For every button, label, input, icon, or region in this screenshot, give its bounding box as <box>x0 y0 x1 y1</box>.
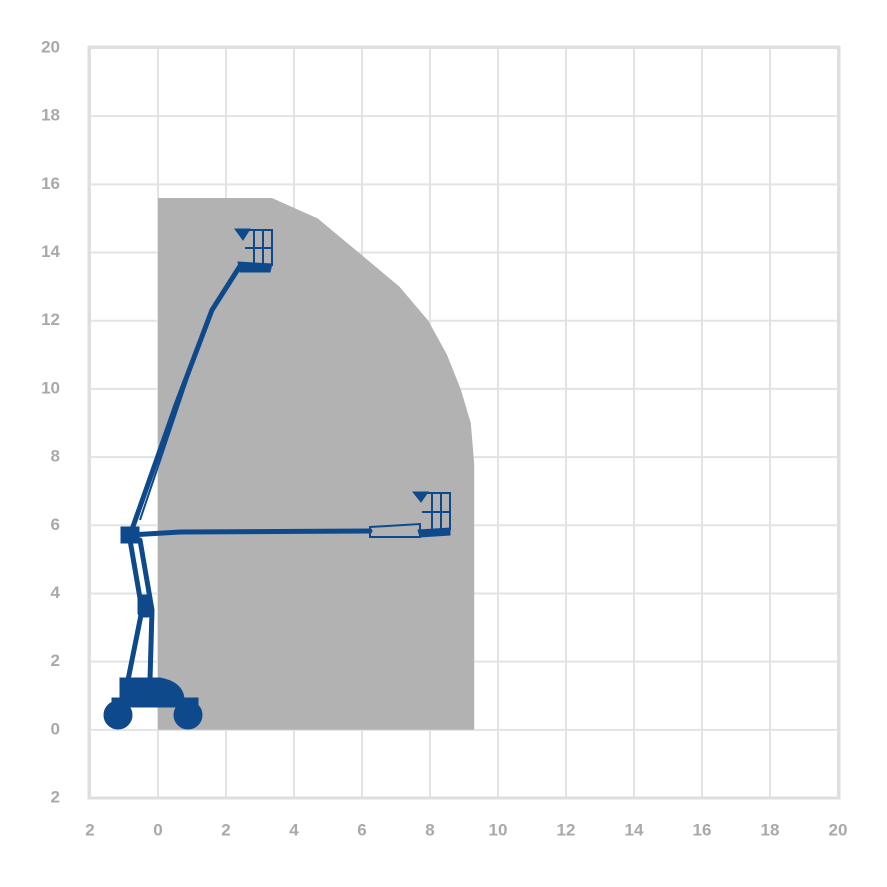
x-tick-label: 10 <box>489 820 508 839</box>
y-tick-label: 14 <box>41 242 60 261</box>
y-tick-label: 20 <box>41 37 60 56</box>
x-tick-label: 6 <box>357 820 366 839</box>
y-tick-label: 12 <box>41 310 60 329</box>
x-tick-label: 18 <box>761 820 780 839</box>
y-tick-label: 10 <box>41 378 60 397</box>
frame <box>87 45 841 800</box>
working-envelope <box>158 198 475 730</box>
y-tick-label: 8 <box>51 447 60 466</box>
x-tick-label: 4 <box>289 820 299 839</box>
x-tick-label: 0 <box>153 820 162 839</box>
x-tick-label: 16 <box>693 820 712 839</box>
x-tick-label: 8 <box>425 820 434 839</box>
x-tick-label: 2 <box>221 820 230 839</box>
y-tick-label: 16 <box>41 174 60 193</box>
x-tick-label: 14 <box>625 820 644 839</box>
lift-illustration <box>103 228 451 730</box>
x-tick-label: 2 <box>85 820 94 839</box>
y-tick-label: 18 <box>41 106 60 125</box>
y-tick-label: 2 <box>51 651 60 670</box>
y-tick-label: 2 <box>51 787 60 806</box>
y-tick-label: 6 <box>51 515 60 534</box>
y-tick-label: 0 <box>51 719 60 738</box>
x-tick-label: 20 <box>829 820 848 839</box>
x-tick-label: 12 <box>557 820 576 839</box>
y-tick-label: 4 <box>51 583 61 602</box>
plot-area <box>158 198 475 730</box>
